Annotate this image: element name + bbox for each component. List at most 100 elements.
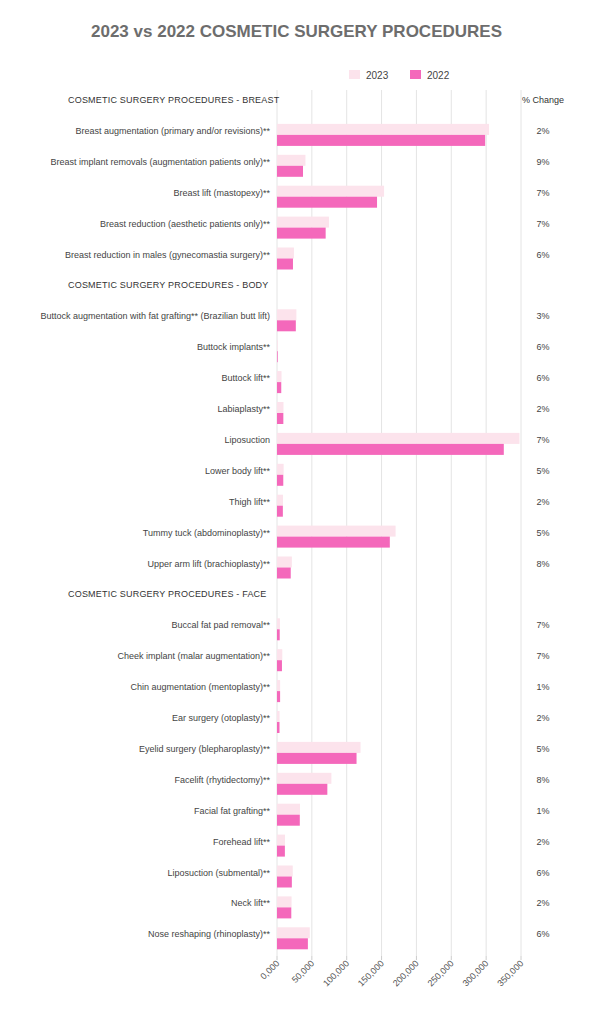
tick-label: 300,000 [460,958,490,988]
category-label: Facial fat grafting** [194,806,271,816]
change-label: 2% [536,404,549,414]
bar [277,197,377,208]
bar [277,475,283,486]
category-label: Breast lift (mastopexy)** [173,188,270,198]
tick-label: 150,000 [356,958,386,988]
tick-mark [381,956,382,960]
bar [277,506,283,517]
bar [277,155,305,166]
change-label: 6% [536,868,549,878]
change-label: 3% [536,311,549,321]
legend-label: 2022 [427,70,450,81]
bar [277,259,293,270]
tick-label: 350,000 [495,958,525,988]
bar [277,464,284,475]
bar [277,135,485,146]
bar [277,537,390,548]
change-label: 6% [536,342,549,352]
bar [277,835,285,846]
category-label: Buttock lift** [221,373,270,383]
category-label: Upper arm lift (brachioplasty)** [147,559,270,569]
category-label: Chin augmentation (mentoplasty)** [130,682,270,692]
category-label: Facelift (rhytidectomy)** [174,775,270,785]
bar [277,660,282,671]
bar [277,320,296,331]
change-label: 6% [536,250,549,260]
tick-label: 250,000 [426,958,456,988]
legend-swatch [349,70,360,79]
change-label: 7% [536,188,549,198]
legend-swatch [410,70,421,79]
tick-label: 100,000 [321,958,351,988]
change-label: 7% [536,651,549,661]
legend: 20232022 [349,70,450,81]
section-header: COSMETIC SURGERY PROCEDURES - BREAST [68,95,280,105]
category-label: Breast reduction in males (gynecomastia … [65,250,271,260]
tick-mark [311,956,312,960]
tick-label: 0,000 [258,958,281,981]
change-label: 7% [536,219,549,229]
change-label: 2% [536,837,549,847]
bar [277,557,292,568]
grid-line [451,90,452,956]
change-label: 7% [536,435,549,445]
category-label: Buttock implants** [197,342,271,352]
category-label: Tummy tuck (abdominoplasty)** [143,528,271,538]
change-label: 6% [536,373,549,383]
grid-line [416,90,417,956]
bar [277,907,291,918]
category-label: Breast augmentation (primary and/or revi… [75,126,270,136]
bars [277,124,519,949]
grid-line [381,90,382,956]
bar [277,927,310,938]
change-label: 1% [536,682,549,692]
tick-mark [416,956,417,960]
tick-mark [346,956,347,960]
tick-label: 200,000 [391,958,421,988]
change-label: 5% [536,744,549,754]
bar [277,186,384,197]
category-label: Neck lift** [231,898,271,908]
bar [277,804,300,815]
tick-mark [277,956,278,960]
bar [277,753,357,764]
change-label: 1% [536,806,549,816]
category-label: Nose reshaping (rhinoplasty)** [148,929,271,939]
bar [277,351,278,362]
bar [277,166,303,177]
bar [277,711,280,722]
bar [277,526,396,537]
change-label: 8% [536,559,549,569]
bar [277,629,280,640]
bar [277,866,293,877]
grid [277,90,521,960]
bar [277,402,283,413]
bar [277,371,282,382]
tick-mark [451,956,452,960]
bar [277,248,294,259]
category-label: Lower body lift** [205,466,271,476]
bar [277,691,280,702]
grid-line [346,90,347,956]
background [0,0,593,1024]
bar [277,444,504,455]
bar [277,309,296,320]
bar [277,495,283,506]
change-header: % Change [522,95,564,105]
category-label: Liposuction [224,435,270,445]
title: 2023 vs 2022 COSMETIC SURGERY PROCEDURES [91,22,502,41]
bar [277,784,327,795]
bar [277,217,329,228]
change-label: 6% [536,929,549,939]
category-label: Breast reduction (aesthetic patients onl… [100,219,271,229]
category-label: Buttock augmentation with fat grafting**… [40,311,270,321]
bar [277,722,280,733]
change-label: 2% [536,126,549,136]
change-label: 5% [536,528,549,538]
change-label: 2% [536,898,549,908]
tick-mark [486,956,487,960]
bar [277,568,291,579]
category-label: Cheek implant (malar augmentation)** [117,651,270,661]
bar [277,649,282,660]
bar [277,340,278,351]
